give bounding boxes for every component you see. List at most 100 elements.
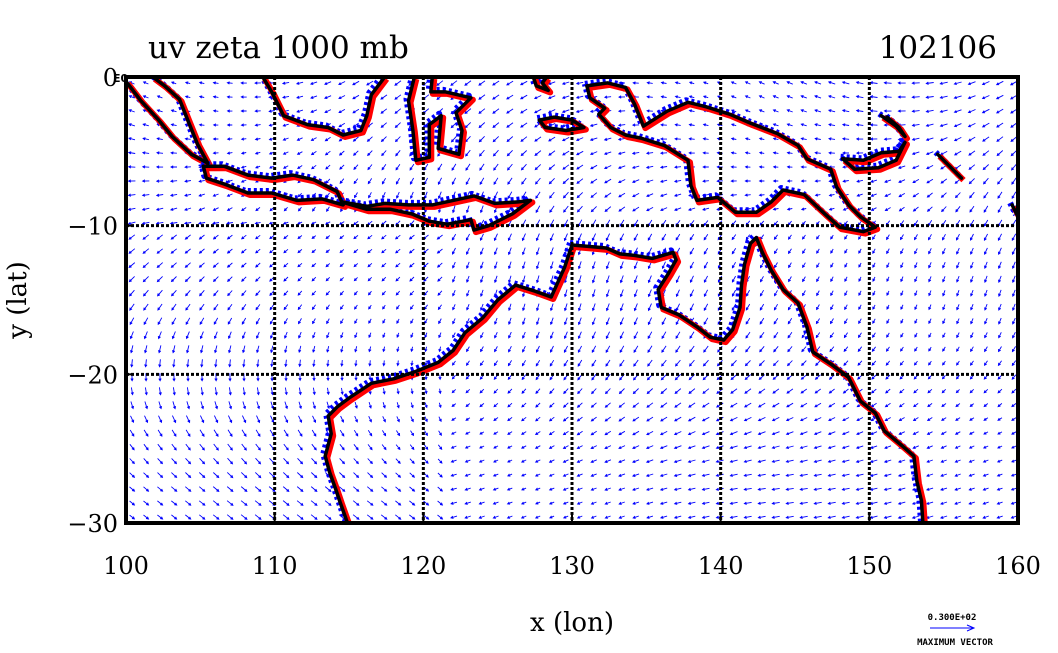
wind-vector (745, 303, 751, 311)
wind-vector (788, 262, 792, 269)
wind-vector (745, 317, 751, 325)
wind-vector (883, 515, 892, 519)
wind-vector (872, 332, 876, 338)
wind-vector (647, 345, 653, 354)
wind-vector (785, 501, 794, 505)
wind-vector (673, 501, 682, 505)
wind-vector (129, 317, 135, 326)
wind-vector (815, 332, 821, 339)
wind-vector (298, 345, 302, 354)
wind-vector (452, 275, 456, 283)
wind-vector (953, 150, 962, 156)
wind-vector (1011, 275, 1016, 284)
wind-vector (619, 359, 625, 367)
wind-vector (967, 95, 976, 100)
wind-vector (925, 81, 934, 85)
wind-vector (326, 206, 330, 212)
wind-vector (604, 178, 612, 184)
wind-vector (688, 137, 695, 141)
wind-vector (954, 501, 962, 505)
y-tick-label: 0 (103, 64, 118, 92)
wind-vector (813, 431, 822, 436)
wind-vector (157, 331, 162, 340)
wind-vector (855, 151, 864, 155)
wind-vector (465, 388, 471, 394)
wind-vector (353, 277, 358, 282)
wind-vector (562, 178, 570, 185)
wind-vector (802, 276, 806, 283)
wind-vector (687, 431, 696, 436)
wind-vector (983, 417, 989, 421)
wind-vector (212, 276, 219, 283)
wind-vector (200, 359, 204, 368)
wind-vector (799, 445, 808, 450)
wind-vector (198, 248, 205, 254)
wind-vector (156, 95, 163, 99)
wind-vector (466, 275, 470, 283)
wind-vector (939, 123, 948, 128)
wind-vector (703, 317, 709, 326)
wind-vector (519, 94, 528, 100)
wind-vector (729, 445, 738, 450)
wind-vector (858, 276, 862, 282)
wind-vector (800, 374, 807, 380)
wind-vector (968, 459, 975, 463)
wind-vector (619, 261, 624, 270)
wind-vector (381, 290, 386, 296)
wind-vector (563, 331, 568, 340)
wind-vector (983, 205, 989, 213)
wind-vector (872, 248, 876, 255)
wind-vector (242, 387, 246, 396)
wind-vector (340, 318, 344, 325)
wind-vector (771, 431, 780, 436)
wind-vector (872, 318, 876, 325)
wind-vector (984, 346, 988, 353)
wind-vector (144, 387, 148, 396)
wind-vector (226, 472, 234, 479)
wind-vector (522, 345, 526, 353)
wind-vector (997, 177, 1003, 185)
wind-vector (240, 123, 247, 127)
wind-vector (213, 290, 219, 297)
wind-vector (632, 81, 639, 85)
wind-vector (618, 192, 626, 198)
wind-vector (561, 95, 570, 99)
wind-vector (507, 445, 513, 449)
wind-vector (367, 262, 373, 268)
wind-vector (926, 206, 933, 212)
wind-vector (729, 416, 738, 422)
wind-vector (366, 80, 374, 86)
wind-vector (942, 332, 946, 339)
wind-vector (143, 303, 149, 311)
wind-vector (744, 360, 751, 367)
wind-vector (256, 345, 260, 354)
wind-vector (142, 289, 149, 297)
wind-vector (311, 235, 317, 239)
wind-vector (900, 332, 904, 338)
wind-vector (562, 150, 570, 156)
wind-vector (941, 206, 947, 213)
wind-vector (255, 304, 261, 311)
wind-vector (814, 402, 822, 408)
wind-vector (450, 445, 457, 449)
wind-vector (563, 289, 568, 298)
wind-vector (409, 444, 415, 451)
wind-vector (1012, 317, 1016, 325)
wind-vector (156, 109, 163, 113)
wind-vector (799, 473, 808, 477)
wind-vector (633, 233, 639, 242)
wind-vector (256, 415, 261, 424)
wind-vector (226, 221, 233, 225)
wind-vector (956, 275, 960, 283)
wind-vector (535, 261, 540, 270)
wind-vector (702, 137, 709, 141)
wind-vector (802, 290, 806, 297)
wind-vector (576, 192, 584, 199)
wind-vector (269, 304, 275, 311)
wind-vector (900, 276, 904, 283)
wind-vector (339, 263, 344, 268)
wind-vector (996, 501, 1003, 505)
wind-vector (142, 137, 150, 141)
wind-vector (214, 359, 218, 368)
wind-vector (212, 207, 219, 211)
